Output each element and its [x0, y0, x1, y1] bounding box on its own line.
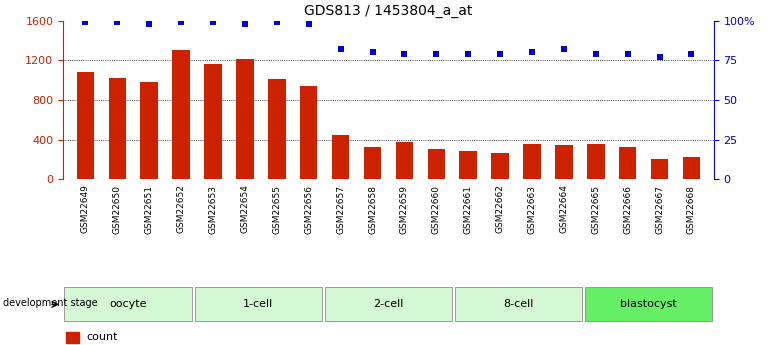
Bar — [332, 135, 350, 179]
Point — [685, 51, 698, 57]
Title: GDS813 / 1453804_a_at: GDS813 / 1453804_a_at — [304, 4, 473, 18]
FancyBboxPatch shape — [65, 287, 192, 322]
Bar — [619, 147, 637, 179]
Text: GSM22662: GSM22662 — [496, 185, 504, 234]
Bar — [77, 72, 94, 179]
Text: development stage: development stage — [3, 298, 98, 308]
Bar — [524, 144, 541, 179]
Bar — [140, 82, 158, 179]
Point — [79, 20, 92, 25]
Bar — [204, 65, 222, 179]
Text: GSM22661: GSM22661 — [464, 185, 473, 234]
Bar — [172, 50, 190, 179]
Text: GSM22668: GSM22668 — [687, 185, 696, 234]
Point — [654, 55, 666, 60]
Point — [621, 51, 634, 57]
FancyBboxPatch shape — [195, 287, 322, 322]
Bar — [109, 78, 126, 179]
Bar — [236, 59, 253, 179]
Point — [557, 47, 570, 52]
Bar — [555, 145, 573, 179]
Point — [239, 21, 251, 27]
Bar — [651, 159, 668, 179]
FancyBboxPatch shape — [325, 287, 452, 322]
Text: GSM22649: GSM22649 — [81, 185, 90, 234]
Bar — [268, 79, 286, 179]
Point — [303, 21, 315, 27]
Point — [334, 47, 346, 52]
Text: 1-cell: 1-cell — [243, 299, 273, 309]
Bar — [396, 142, 413, 179]
Text: oocyte: oocyte — [109, 299, 147, 309]
Text: count: count — [86, 333, 117, 342]
Point — [590, 51, 602, 57]
Text: GSM22664: GSM22664 — [559, 185, 568, 234]
Text: GSM22659: GSM22659 — [400, 185, 409, 234]
Bar — [300, 86, 317, 179]
Text: GSM22666: GSM22666 — [623, 185, 632, 234]
Point — [494, 51, 506, 57]
Text: GSM22651: GSM22651 — [145, 185, 154, 234]
Text: GSM22650: GSM22650 — [113, 185, 122, 234]
Text: GSM22653: GSM22653 — [209, 185, 218, 234]
Bar — [66, 332, 79, 343]
Point — [175, 20, 187, 25]
Text: GSM22656: GSM22656 — [304, 185, 313, 234]
Point — [111, 20, 123, 25]
Point — [462, 51, 474, 57]
FancyBboxPatch shape — [585, 287, 712, 322]
Bar — [460, 151, 477, 179]
Bar — [427, 149, 445, 179]
Text: GSM22658: GSM22658 — [368, 185, 377, 234]
Text: GSM22667: GSM22667 — [655, 185, 664, 234]
Point — [526, 50, 538, 55]
Point — [430, 51, 443, 57]
Bar — [683, 157, 700, 179]
Text: 2-cell: 2-cell — [373, 299, 403, 309]
Point — [143, 21, 156, 27]
Text: GSM22652: GSM22652 — [176, 185, 186, 234]
Text: 8-cell: 8-cell — [504, 299, 534, 309]
Point — [271, 20, 283, 25]
Text: GSM22660: GSM22660 — [432, 185, 440, 234]
Text: blastocyst: blastocyst — [621, 299, 677, 309]
Point — [398, 51, 410, 57]
Bar — [587, 144, 604, 179]
Text: GSM22654: GSM22654 — [240, 185, 249, 234]
Text: GSM22665: GSM22665 — [591, 185, 601, 234]
Bar — [491, 152, 509, 179]
Bar — [363, 147, 381, 179]
Text: GSM22663: GSM22663 — [527, 185, 537, 234]
FancyBboxPatch shape — [455, 287, 582, 322]
Text: GSM22657: GSM22657 — [336, 185, 345, 234]
Point — [207, 20, 219, 25]
Point — [367, 50, 379, 55]
Text: GSM22655: GSM22655 — [273, 185, 281, 234]
